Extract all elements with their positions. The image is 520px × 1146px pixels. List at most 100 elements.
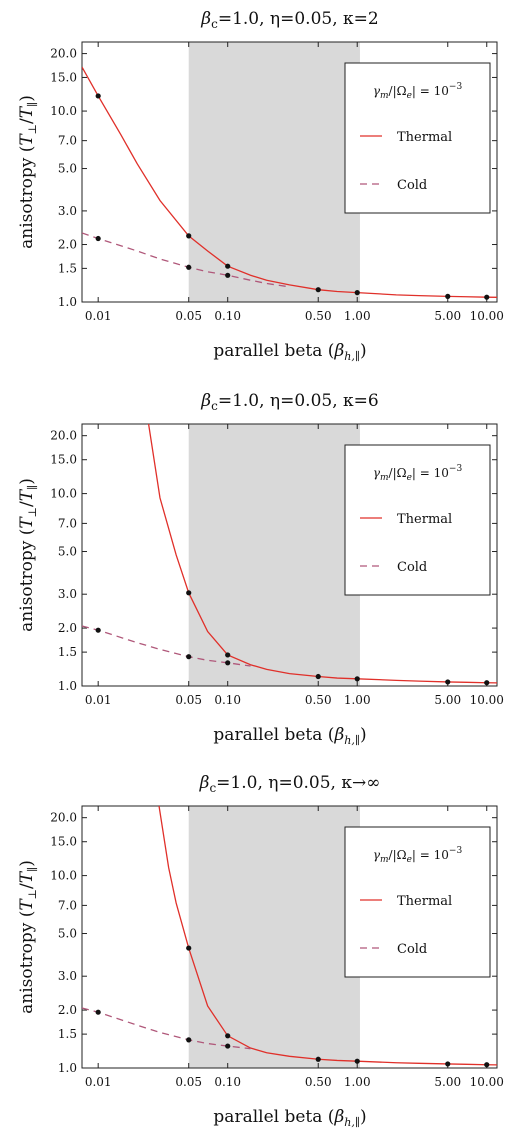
y-tick-label: 1.0 (58, 679, 77, 693)
legend-box (344, 826, 491, 978)
data-point-cold (186, 654, 192, 660)
x-tick-label: 10.00 (470, 309, 504, 323)
series-line-thermal (158, 806, 497, 1066)
x-tick-label: 5.00 (434, 1075, 461, 1089)
x-tick-label: 0.05 (175, 309, 202, 323)
data-point-cold (225, 660, 231, 666)
data-point-thermal (225, 1033, 231, 1039)
y-tick-label: 10.0 (50, 104, 77, 118)
legend-label-thermal: Thermal (397, 894, 452, 909)
y-tick-label: 20.0 (50, 47, 77, 61)
legend: γm/|Ωe| = 10−3 Thermal Cold (344, 826, 491, 978)
y-tick-label: 7.0 (58, 134, 77, 148)
data-point-thermal (445, 1061, 451, 1067)
data-point-cold (95, 1009, 101, 1015)
data-point-thermal (354, 1058, 360, 1064)
data-point-thermal (315, 673, 321, 680)
plot-frame (81, 805, 498, 1069)
data-point-thermal (315, 1056, 321, 1062)
y-tick-label: 1.5 (58, 1027, 77, 1041)
x-tick-label: 1.00 (344, 1075, 371, 1089)
data-point-thermal (445, 293, 451, 299)
series-group (82, 66, 497, 298)
x-tick-label: 0.10 (214, 309, 241, 323)
legend: γm/|Ωe| = 10−3 Thermal Cold (344, 444, 491, 596)
y-axis-label: anisotropy (T⊥/T∥) (17, 478, 39, 632)
series-line-cold (82, 232, 290, 288)
x-axis-label: parallel beta (βh,∥) (213, 341, 366, 363)
shaded-region (188, 42, 360, 302)
plot-frame (81, 423, 498, 687)
x-tick-label: 0.01 (85, 693, 112, 707)
legend-label-thermal: Thermal (397, 130, 452, 145)
y-tick-label: 7.0 (58, 898, 77, 912)
data-point-thermal (225, 652, 231, 658)
legend-label-cold: Cold (397, 178, 427, 193)
x-axis-label: parallel beta (βh,∥) (213, 1107, 366, 1129)
data-point-cold (186, 1037, 192, 1043)
data-point-thermal (315, 287, 321, 293)
data-point-cold (95, 235, 101, 242)
chart-panel-1: βc=1.0, η=0.05, κ=2 0.01 0.05 0.10 0.50 1.00 5… (17, 9, 504, 363)
series-line-thermal (147, 424, 497, 684)
shaded-region (188, 806, 360, 1068)
x-tick-label: 10.00 (470, 693, 504, 707)
y-tick-label: 2.0 (58, 1003, 77, 1017)
x-tick-label: 0.50 (305, 1075, 332, 1089)
data-point-thermal (354, 676, 360, 682)
legend-title: γm/|Ωe| = 10−3 (373, 82, 463, 101)
y-tick-label: 5.0 (58, 545, 77, 559)
x-tick-label: 0.10 (214, 693, 241, 707)
series-group (82, 806, 497, 1066)
x-tick-label: 1.00 (344, 693, 371, 707)
x-axis-label: parallel beta (βh,∥) (213, 725, 366, 747)
series-line-cold (82, 1007, 251, 1050)
legend-title: γm/|Ωe| = 10−3 (373, 846, 463, 865)
data-point-thermal (225, 263, 231, 269)
chart-title: βc=1.0, η=0.05, κ→∞ (199, 773, 381, 795)
chart-title: βc=1.0, η=0.05, κ=6 (200, 391, 378, 413)
chart-title: βc=1.0, η=0.05, κ=2 (200, 9, 378, 31)
legend-label-thermal: Thermal (397, 512, 452, 527)
data-point-cold (95, 627, 101, 633)
series-line-thermal (82, 66, 497, 298)
x-tick-label: 1.00 (344, 309, 371, 323)
y-tick-label: 2.0 (58, 621, 77, 635)
data-point-thermal (186, 945, 192, 951)
x-tick-label: 0.05 (175, 693, 202, 707)
y-tick-label: 1.5 (58, 261, 77, 275)
data-point-cold (225, 1043, 231, 1049)
x-tick-label: 0.10 (214, 1075, 241, 1089)
y-tick-label: 10.0 (50, 487, 77, 501)
y-tick-label: 3.0 (58, 587, 77, 601)
y-tick-label: 1.0 (58, 295, 77, 309)
shaded-region (188, 424, 360, 686)
y-tick-label: 15.0 (50, 835, 77, 849)
data-point-thermal (186, 233, 192, 239)
plot-frame (81, 41, 498, 303)
legend: γm/|Ωe| = 10−3 Thermal Cold (344, 62, 491, 214)
y-axis-label: anisotropy (T⊥/T∥) (17, 95, 39, 249)
y-tick-label: 5.0 (58, 927, 77, 941)
x-tick-label: 0.50 (305, 693, 332, 707)
data-point-thermal (484, 294, 490, 300)
data-point-cold (225, 272, 231, 278)
data-point-thermal (186, 590, 192, 596)
y-tick-label: 20.0 (50, 811, 77, 825)
series-group (82, 424, 497, 684)
data-point-thermal (95, 93, 101, 99)
y-tick-label: 2.0 (58, 238, 77, 252)
y-tick-label: 3.0 (58, 969, 77, 983)
x-tick-label: 5.00 (434, 309, 461, 323)
data-point-thermal (484, 680, 490, 686)
y-tick-label: 10.0 (50, 869, 77, 883)
x-tick-label: 0.05 (175, 1075, 202, 1089)
x-tick-label: 0.01 (85, 1075, 112, 1089)
x-tick-label: 0.01 (85, 309, 112, 323)
y-tick-label: 20.0 (50, 429, 77, 443)
y-tick-label: 1.0 (58, 1061, 77, 1075)
data-point-cold (186, 264, 192, 270)
y-tick-label: 15.0 (50, 70, 77, 84)
y-tick-label: 7.0 (58, 516, 77, 530)
